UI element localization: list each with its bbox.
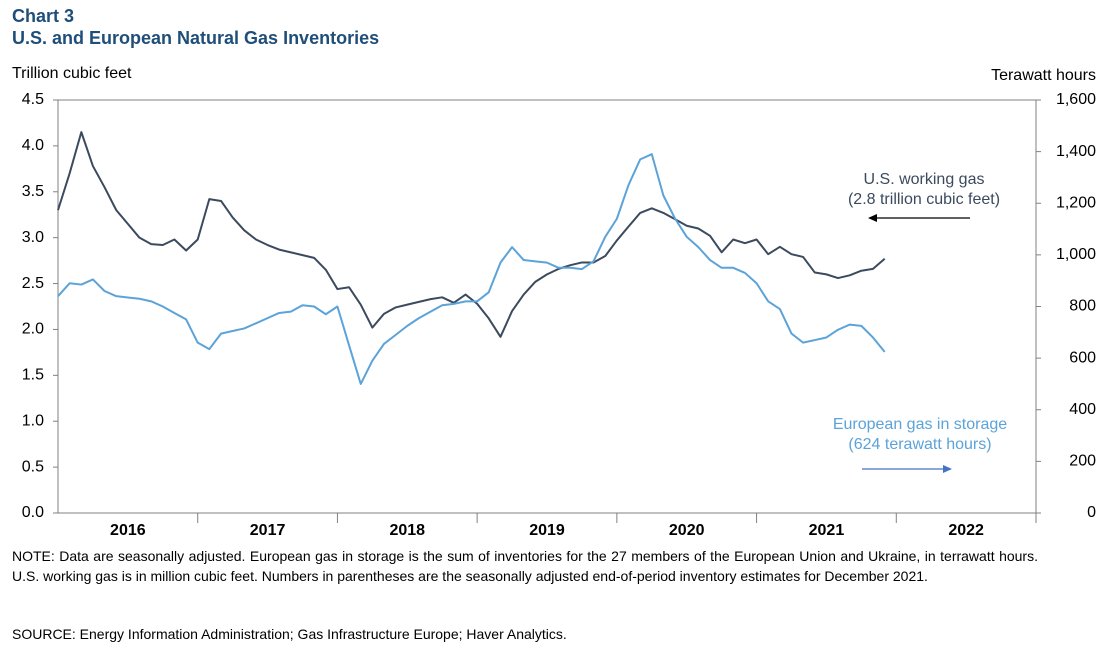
y2-tick-label: 1,000 <box>1056 246 1096 263</box>
y2-tick-label: 1,200 <box>1056 194 1096 211</box>
annotation: U.S. working gas <box>864 171 985 188</box>
annotation: (2.8 trillion cubic feet) <box>848 191 1000 208</box>
x-tick-label: 2020 <box>669 522 705 539</box>
x-tick-label: 2021 <box>809 522 845 539</box>
y-axis-label: Trillion cubic feet <box>12 65 132 82</box>
x-tick-label: 2019 <box>529 522 565 539</box>
annotation-arrowhead <box>943 465 952 473</box>
x-tick-label: 2018 <box>389 522 425 539</box>
y-tick-label: 1.0 <box>22 412 44 429</box>
y2-tick-label: 800 <box>1069 298 1096 315</box>
y2-tick-label: 1,400 <box>1056 143 1096 160</box>
note: NOTE: Data are seasonally adjusted. Euro… <box>12 548 1038 584</box>
y-tick-label: 2.0 <box>22 321 44 338</box>
y2-axis-label: Terawatt hours <box>991 67 1096 84</box>
y2-tick-label: 1,600 <box>1056 91 1096 108</box>
y2-tick-label: 600 <box>1069 349 1096 366</box>
x-tick-label: 2017 <box>250 522 286 539</box>
x-tick-label: 2016 <box>110 522 146 539</box>
annotation: (624 terawatt hours) <box>848 436 991 453</box>
series-line <box>57 131 886 338</box>
y2-tick-label: 0 <box>1087 504 1096 521</box>
y-tick-label: 4.0 <box>22 137 44 154</box>
y-tick-label: 4.5 <box>22 91 44 108</box>
series-line <box>57 153 886 385</box>
x-tick-label: 2022 <box>948 522 984 539</box>
source: SOURCE: Energy Information Administratio… <box>12 626 567 642</box>
y2-tick-label: 200 <box>1069 453 1096 470</box>
y-tick-label: 0.0 <box>22 504 44 521</box>
y-tick-label: 3.0 <box>22 229 44 246</box>
y-tick-label: 3.5 <box>22 183 44 200</box>
y-tick-label: 2.5 <box>22 275 44 292</box>
chart-title: Chart 3 <box>12 6 75 26</box>
annotation: European gas in storage <box>833 416 1007 433</box>
y-tick-label: 0.5 <box>22 458 44 475</box>
y2-tick-label: 400 <box>1069 401 1096 418</box>
y-tick-label: 1.5 <box>22 367 44 384</box>
annotation-arrowhead <box>868 214 877 222</box>
chart-subtitle: U.S. and European Natural Gas Inventorie… <box>12 28 380 48</box>
